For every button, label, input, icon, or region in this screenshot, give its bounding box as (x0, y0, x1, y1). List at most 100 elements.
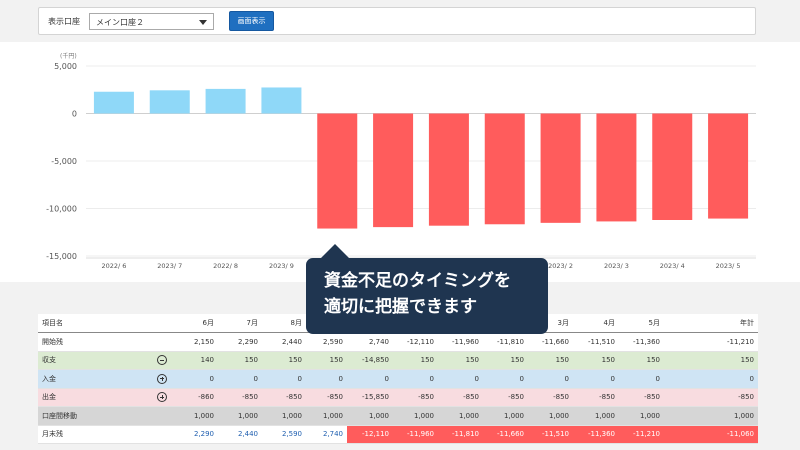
plus-circle-icon[interactable] (157, 392, 167, 403)
bar-11 (652, 113, 693, 220)
table-cell: 1,000 (176, 406, 218, 426)
table-cell: 0 (306, 369, 347, 389)
table-cell: 2,740 (347, 332, 393, 352)
plus-circle-icon[interactable] (157, 373, 167, 384)
y-tick-label: 5,000 (54, 62, 77, 71)
bar-1 (93, 91, 134, 114)
bar-12 (708, 113, 749, 219)
row-icon-cell (148, 332, 176, 352)
row-icon-cell (148, 406, 176, 426)
table-cell: -12,110 (393, 332, 438, 352)
bar-10 (596, 113, 637, 222)
column-header: 5月 (619, 314, 664, 333)
bar-7 (428, 113, 469, 226)
account-select[interactable]: メイン口座２ (89, 13, 214, 30)
row-icon-cell (148, 388, 176, 407)
table-cell: -850 (306, 388, 347, 407)
table-cell: -14,850 (347, 351, 393, 370)
table-row: 月末残 2,290 2,440 2,590 2,740 -12,110 -11,960 -11… (38, 425, 758, 444)
table-cell: 0 (483, 369, 528, 389)
table-cell: 150 (573, 351, 619, 370)
table-cell: -850 (438, 388, 483, 407)
table-cell: 0 (619, 369, 664, 389)
table-row: 開始残 2,150 2,290 2,440 2,590 2,740 -12,110 -11,9… (38, 332, 758, 352)
table-cell: -11,810 (438, 425, 483, 444)
table-cell: -11,210 (664, 332, 758, 352)
table-cell: -850 (528, 388, 573, 407)
column-header: 年計 (664, 314, 758, 333)
table-cell: 1,000 (664, 406, 758, 426)
bar-4 (261, 87, 302, 114)
row-label: 入金 (38, 369, 148, 389)
table-cell: 2,290 (176, 425, 218, 444)
balance-chart: (千円) 5,000 0 -5,000 -10,000 -15,000 2022/ 6 202… (0, 42, 800, 282)
row-icon-cell (148, 425, 176, 444)
table-cell: -850 (483, 388, 528, 407)
callout-box: 資金不足のタイミングを 適切に把握できます (306, 258, 548, 334)
table-cell: 1,000 (483, 406, 528, 426)
table-cell: 0 (573, 369, 619, 389)
table-cell: 2,740 (306, 425, 347, 444)
y-tick-label: 0 (72, 110, 77, 119)
table-cell: 1,000 (573, 406, 619, 426)
table-cell: -12,110 (347, 425, 393, 444)
table-cell: -11,660 (528, 332, 573, 352)
table-cell: 1,000 (393, 406, 438, 426)
callout-tip (320, 244, 350, 259)
table-row: 入金0000000000000 (38, 369, 758, 389)
row-icon-cell (148, 351, 176, 370)
table-cell: -11,660 (483, 425, 528, 444)
table-cell: -11,510 (573, 332, 619, 352)
table-cell: 2,440 (262, 332, 306, 352)
chevron-down-icon (199, 20, 207, 25)
y-tick-label: -5,000 (51, 157, 77, 166)
table-cell: 1,000 (306, 406, 347, 426)
callout-line-2: 適切に把握できます (324, 297, 477, 317)
table-cell: 0 (664, 369, 758, 389)
column-header: 項目名 (38, 314, 148, 333)
table-row: 収支 140 150 150 150 -14,850 150 150 150 150 150 150 1… (38, 351, 758, 370)
table-cell: 1,000 (347, 406, 393, 426)
table-cell: -850 (393, 388, 438, 407)
row-icon-cell (148, 369, 176, 389)
table-cell: 2,590 (306, 332, 347, 352)
table-cell: -850 (218, 388, 262, 407)
table-cell: 0 (438, 369, 483, 389)
minus-circle-icon[interactable] (157, 355, 167, 366)
x-tick-label: 2023/ 3 (604, 262, 629, 270)
row-label: 口座間移動 (38, 406, 148, 426)
table-cell: -860 (176, 388, 218, 407)
table-cell: -11,960 (393, 425, 438, 444)
bar-9 (540, 113, 581, 223)
table-cell: 150 (306, 351, 347, 370)
table-cell: -11,360 (573, 425, 619, 444)
account-panel: 表示口座 メイン口座２ 画面表示 (38, 7, 756, 35)
table-cell: -11,210 (619, 425, 664, 444)
y-tick-label: -10,000 (46, 205, 77, 214)
table-cell: 150 (619, 351, 664, 370)
bar-5 (317, 113, 358, 229)
bar-3 (205, 88, 246, 114)
table-cell: 0 (347, 369, 393, 389)
column-header: 7月 (218, 314, 262, 333)
show-screen-button[interactable]: 画面表示 (229, 11, 274, 31)
column-header (148, 314, 176, 333)
table-cell: 150 (528, 351, 573, 370)
table-cell: 1,000 (619, 406, 664, 426)
account-select-value: メイン口座２ (96, 18, 144, 27)
table-cell: 2,150 (176, 332, 218, 352)
table-cell: 150 (664, 351, 758, 370)
table-cell: 1,000 (528, 406, 573, 426)
table-row: 出金 -860 -850 -850 -850 -15,850 -850 -850 -850 -85… (38, 388, 758, 407)
account-label: 表示口座 (48, 17, 80, 26)
table-cell: 140 (176, 351, 218, 370)
table-cell: 0 (218, 369, 262, 389)
column-header: 8月 (262, 314, 306, 333)
table-cell: 0 (262, 369, 306, 389)
table-cell: 2,290 (218, 332, 262, 352)
y-axis-unit-label: (千円) (60, 52, 77, 60)
x-tick-label: 2023/ 9 (269, 262, 294, 270)
table-cell: 1,000 (262, 406, 306, 426)
table-cell: -11,360 (619, 332, 664, 352)
table-cell: -850 (573, 388, 619, 407)
